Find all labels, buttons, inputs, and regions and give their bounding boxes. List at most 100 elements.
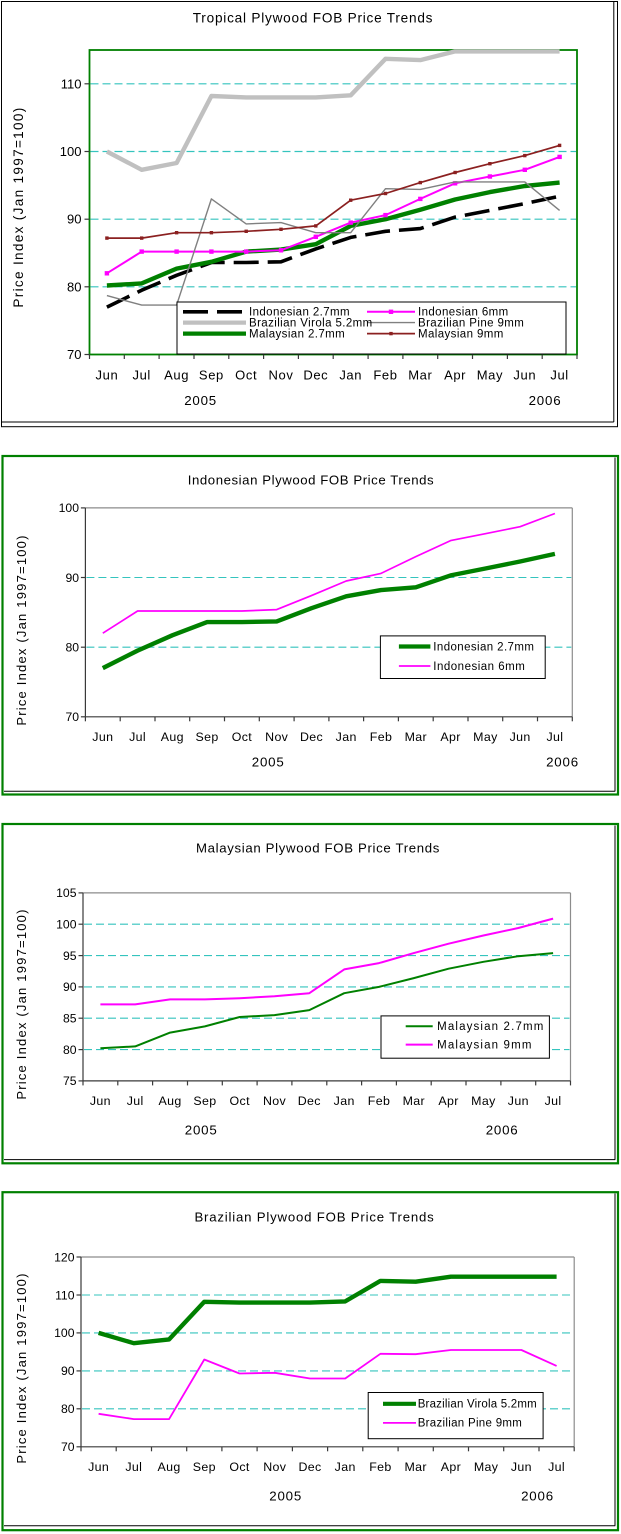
svg-text:Jan: Jan (335, 1460, 356, 1474)
svg-text:Brazilian Pine 9mm: Brazilian Pine 9mm (418, 1418, 522, 1430)
svg-text:Brazilian Plywood FOB Price Tr: Brazilian Plywood FOB Price Trends (194, 1209, 434, 1224)
svg-text:Apr: Apr (440, 730, 460, 744)
svg-text:Price Index (Jan 1997=100): Price Index (Jan 1997=100) (11, 106, 26, 307)
svg-text:Brazilian Virola 5.2mm: Brazilian Virola 5.2mm (249, 317, 373, 329)
svg-text:85: 85 (63, 1012, 77, 1026)
svg-text:Jul: Jul (550, 368, 568, 383)
svg-text:Indonesian Plywood FOB Price T: Indonesian Plywood FOB Price Trends (188, 472, 434, 487)
svg-text:Mar: Mar (405, 730, 427, 744)
svg-text:May: May (471, 1094, 496, 1108)
svg-text:Dec: Dec (298, 1460, 321, 1474)
svg-text:Jan: Jan (336, 730, 357, 744)
svg-text:Jul: Jul (125, 1460, 142, 1474)
svg-text:100: 100 (59, 501, 80, 515)
svg-text:May: May (474, 1460, 499, 1474)
svg-text:110: 110 (61, 76, 82, 91)
svg-text:Jan: Jan (334, 1094, 355, 1108)
svg-text:Indonesian 2.7mm: Indonesian 2.7mm (249, 307, 350, 319)
svg-text:Dec: Dec (300, 730, 323, 744)
svg-text:75: 75 (63, 1074, 77, 1088)
svg-text:Aug: Aug (158, 1460, 181, 1474)
svg-text:Jun: Jun (513, 368, 536, 383)
svg-text:Mar: Mar (403, 1094, 425, 1108)
svg-text:Jun: Jun (508, 1094, 529, 1108)
svg-text:Indonesian 6mm: Indonesian 6mm (418, 307, 509, 319)
svg-text:Sep: Sep (196, 730, 219, 744)
svg-text:Malaysian 2.7mm: Malaysian 2.7mm (249, 328, 345, 340)
svg-text:Nov: Nov (263, 1094, 287, 1108)
svg-text:Feb: Feb (369, 1460, 391, 1474)
svg-text:90: 90 (65, 571, 79, 585)
svg-text:Jan: Jan (339, 368, 362, 383)
svg-text:2005: 2005 (184, 393, 217, 408)
svg-text:100: 100 (56, 918, 77, 932)
svg-text:Brazilian Virola 5.2mm: Brazilian Virola 5.2mm (418, 1399, 537, 1411)
svg-text:May: May (473, 730, 498, 744)
svg-text:Price Index (Jan 1997=100): Price Index (Jan 1997=100) (14, 908, 29, 1099)
svg-text:Oct: Oct (230, 1094, 251, 1108)
svg-text:Jul: Jul (545, 1094, 562, 1108)
svg-text:Sep: Sep (193, 1094, 216, 1108)
svg-text:70: 70 (67, 347, 81, 362)
svg-text:Jun: Jun (511, 1460, 532, 1474)
svg-text:Aug: Aug (161, 730, 184, 744)
svg-text:Dec: Dec (303, 368, 328, 383)
svg-text:Jul: Jul (127, 1094, 144, 1108)
svg-text:Mar: Mar (408, 368, 432, 383)
svg-text:2005: 2005 (252, 755, 285, 770)
svg-text:90: 90 (67, 212, 81, 227)
svg-text:80: 80 (65, 641, 79, 655)
svg-text:Apr: Apr (444, 368, 466, 383)
svg-text:Jun: Jun (88, 1460, 109, 1474)
svg-text:Jun: Jun (96, 368, 119, 383)
svg-text:70: 70 (61, 1440, 75, 1454)
svg-text:Sep: Sep (193, 1460, 216, 1474)
svg-text:Oct: Oct (229, 1460, 250, 1474)
svg-text:Tropical Plywood FOB Price Tre: Tropical Plywood FOB Price Trends (193, 11, 434, 26)
svg-text:Sep: Sep (199, 368, 224, 383)
svg-text:70: 70 (65, 710, 79, 724)
svg-text:Nov: Nov (265, 730, 289, 744)
svg-text:100: 100 (60, 144, 82, 159)
svg-text:Oct: Oct (235, 368, 257, 383)
svg-text:120: 120 (54, 1250, 75, 1264)
svg-text:Malaysian 9mm: Malaysian 9mm (418, 328, 504, 340)
svg-text:100: 100 (54, 1326, 75, 1340)
svg-text:Apr: Apr (441, 1460, 461, 1474)
svg-text:Jul: Jul (132, 368, 150, 383)
svg-text:80: 80 (63, 1043, 77, 1057)
svg-text:Malaysian Plywood FOB Price Tr: Malaysian Plywood FOB Price Trends (196, 840, 440, 855)
svg-text:2005: 2005 (185, 1123, 218, 1138)
svg-text:Jun: Jun (510, 730, 531, 744)
svg-text:Nov: Nov (263, 1460, 287, 1474)
svg-text:Oct: Oct (232, 730, 253, 744)
svg-text:80: 80 (67, 279, 81, 294)
svg-text:Malaysian 9mm: Malaysian 9mm (437, 1039, 532, 1051)
svg-text:2006: 2006 (546, 755, 579, 770)
svg-text:Mar: Mar (405, 1460, 427, 1474)
svg-text:Feb: Feb (368, 1094, 390, 1108)
svg-text:Dec: Dec (298, 1094, 321, 1108)
svg-text:Indonesian 6mm: Indonesian 6mm (433, 661, 525, 673)
svg-text:Indonesian 2.7mm: Indonesian 2.7mm (433, 641, 534, 653)
svg-text:80: 80 (61, 1402, 75, 1416)
svg-text:90: 90 (61, 1364, 75, 1378)
svg-text:2006: 2006 (529, 393, 562, 408)
svg-text:105: 105 (56, 886, 77, 900)
svg-text:Aug: Aug (159, 1094, 182, 1108)
svg-text:2006: 2006 (486, 1123, 519, 1138)
svg-text:Price Index (Jan 1997=100): Price Index (Jan 1997=100) (14, 1272, 29, 1463)
svg-text:Jul: Jul (546, 730, 563, 744)
svg-text:95: 95 (63, 949, 77, 963)
svg-text:Jul: Jul (129, 730, 146, 744)
svg-text:Feb: Feb (370, 730, 392, 744)
svg-text:Aug: Aug (164, 368, 189, 383)
svg-text:Malaysian 2.7mm: Malaysian 2.7mm (437, 1021, 544, 1033)
svg-text:Feb: Feb (373, 368, 397, 383)
svg-text:2005: 2005 (269, 1489, 302, 1504)
svg-text:Price Index (Jan 1997=100): Price Index (Jan 1997=100) (14, 534, 29, 725)
svg-text:90: 90 (63, 980, 77, 994)
svg-text:Apr: Apr (438, 1094, 458, 1108)
svg-text:2006: 2006 (521, 1489, 554, 1504)
svg-text:Jun: Jun (92, 730, 113, 744)
